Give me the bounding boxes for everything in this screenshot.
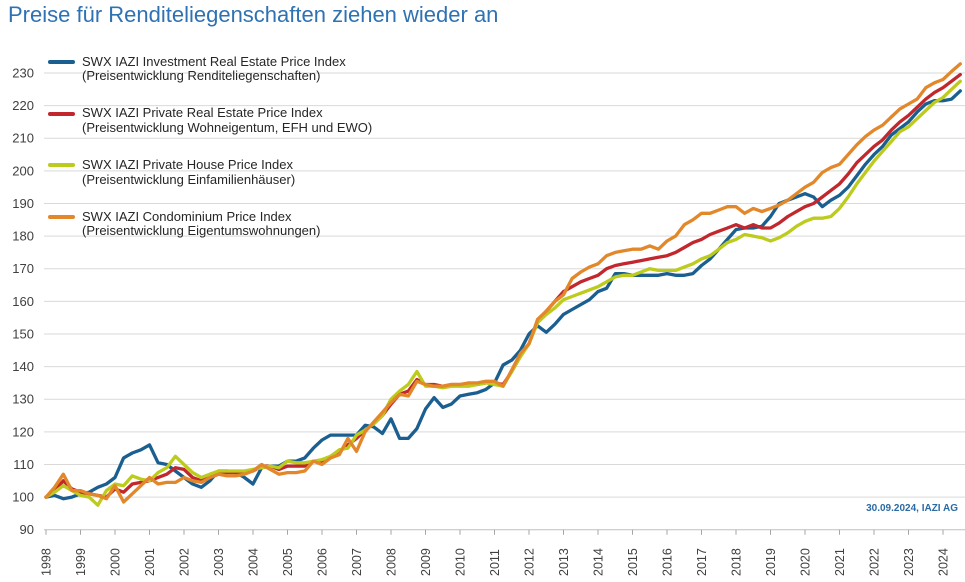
y-tick-label: 140	[12, 359, 34, 374]
series-lines	[44, 62, 962, 507]
legend-series-description: (Preisentwicklung Eigentumswohnungen)	[82, 223, 321, 239]
y-tick-label: 90	[20, 522, 34, 537]
condominium-index-line	[44, 62, 962, 504]
y-tick-label: 220	[12, 98, 34, 113]
x-tick-label: 2015	[626, 548, 640, 576]
y-tick-label: 120	[12, 424, 34, 439]
x-tick-label: 2023	[902, 548, 916, 576]
x-tick-label: 2007	[350, 548, 364, 576]
x-tick-label: 2002	[178, 548, 192, 576]
x-tick-label: 2004	[247, 548, 261, 576]
legend-item-condominium: SWX IAZI Condominium Price Index (Preise…	[48, 208, 408, 262]
x-axis: 1998 1999 2000 2001 2002 2003 2004 2005 2006 2007…	[40, 529, 951, 576]
y-tick-label: 170	[12, 261, 34, 276]
x-tick-label: 2017	[695, 548, 709, 576]
x-tick-label: 2003	[212, 548, 226, 576]
legend-series-description: (Preisentwicklung Einfamilienhäuser)	[82, 171, 296, 187]
x-tick-label: 2008	[385, 548, 399, 576]
source-note: 30.09.2024, IAZI AG	[866, 503, 958, 514]
legend-swatch-private-house	[48, 163, 75, 168]
legend-series-name: SWX IAZI Investment Real Estate Price In…	[82, 53, 346, 69]
x-tick-label: 2024	[937, 548, 951, 576]
x-tick-label: 2021	[833, 548, 847, 576]
x-tick-label: 2006	[316, 548, 330, 576]
x-tick-label: 2018	[730, 548, 744, 576]
y-tick-label: 190	[12, 196, 34, 211]
x-tick-label: 1999	[74, 548, 88, 576]
x-tick-label: 2010	[454, 548, 468, 576]
investment-index-line	[44, 89, 962, 501]
y-tick-label: 210	[12, 131, 34, 146]
chart-legend: SWX IAZI Investment Real Estate Price In…	[48, 53, 408, 262]
legend-item-private-house: SWX IAZI Private House Price Index (Prei…	[48, 158, 408, 210]
x-tick-label: 2014	[592, 548, 606, 576]
x-tick-label: 2000	[109, 548, 123, 576]
x-tick-label: 2011	[488, 549, 502, 576]
y-tick-label: 160	[12, 294, 34, 309]
x-tick-label: 2020	[799, 548, 813, 576]
x-tick-label: 2001	[143, 548, 157, 576]
y-axis: 90 100 110 120 130 140 150 160 170 180 190 200 210 22…	[12, 66, 34, 538]
x-tick-label: 2005	[281, 548, 295, 576]
x-tick-label: 2016	[661, 548, 675, 576]
x-tick-label: 2009	[419, 548, 433, 576]
y-tick-label: 180	[12, 229, 34, 244]
y-tick-label: 230	[12, 66, 34, 81]
x-tick-label: 2022	[868, 548, 882, 576]
x-tick-label: 2019	[764, 548, 778, 576]
y-tick-label: 110	[13, 457, 34, 472]
legend-swatch-condominium	[48, 215, 75, 220]
legend-item-investment: SWX IAZI Investment Real Estate Price In…	[48, 53, 408, 107]
y-tick-label: 130	[12, 392, 34, 407]
legend-series-description: (Preisentwicklung Renditeliegenschaften)	[82, 68, 321, 84]
x-tick-label: 1998	[40, 548, 54, 576]
legend-swatch-private-real-estate	[48, 111, 75, 116]
x-tick-label: 2012	[523, 548, 537, 576]
legend-series-name: SWX IAZI Private Real Estate Price Index	[82, 105, 323, 121]
y-tick-label: 150	[12, 326, 34, 341]
legend-item-private-real-estate: SWX IAZI Private Real Estate Price Index…	[48, 106, 408, 158]
x-tick-label: 2013	[557, 548, 571, 576]
legend-swatch-investment	[48, 60, 75, 64]
legend-series-name: SWX IAZI Private House Price Index	[82, 157, 293, 173]
chart-title: Preise für Renditeliegenschaften ziehen …	[8, 2, 499, 27]
y-tick-label: 200	[12, 163, 34, 178]
legend-series-description: (Preisentwicklung Wohneigentum, EFH und …	[82, 119, 373, 135]
y-tick-label: 100	[12, 490, 34, 505]
legend-series-name: SWX IAZI Condominium Price Index	[82, 208, 292, 224]
